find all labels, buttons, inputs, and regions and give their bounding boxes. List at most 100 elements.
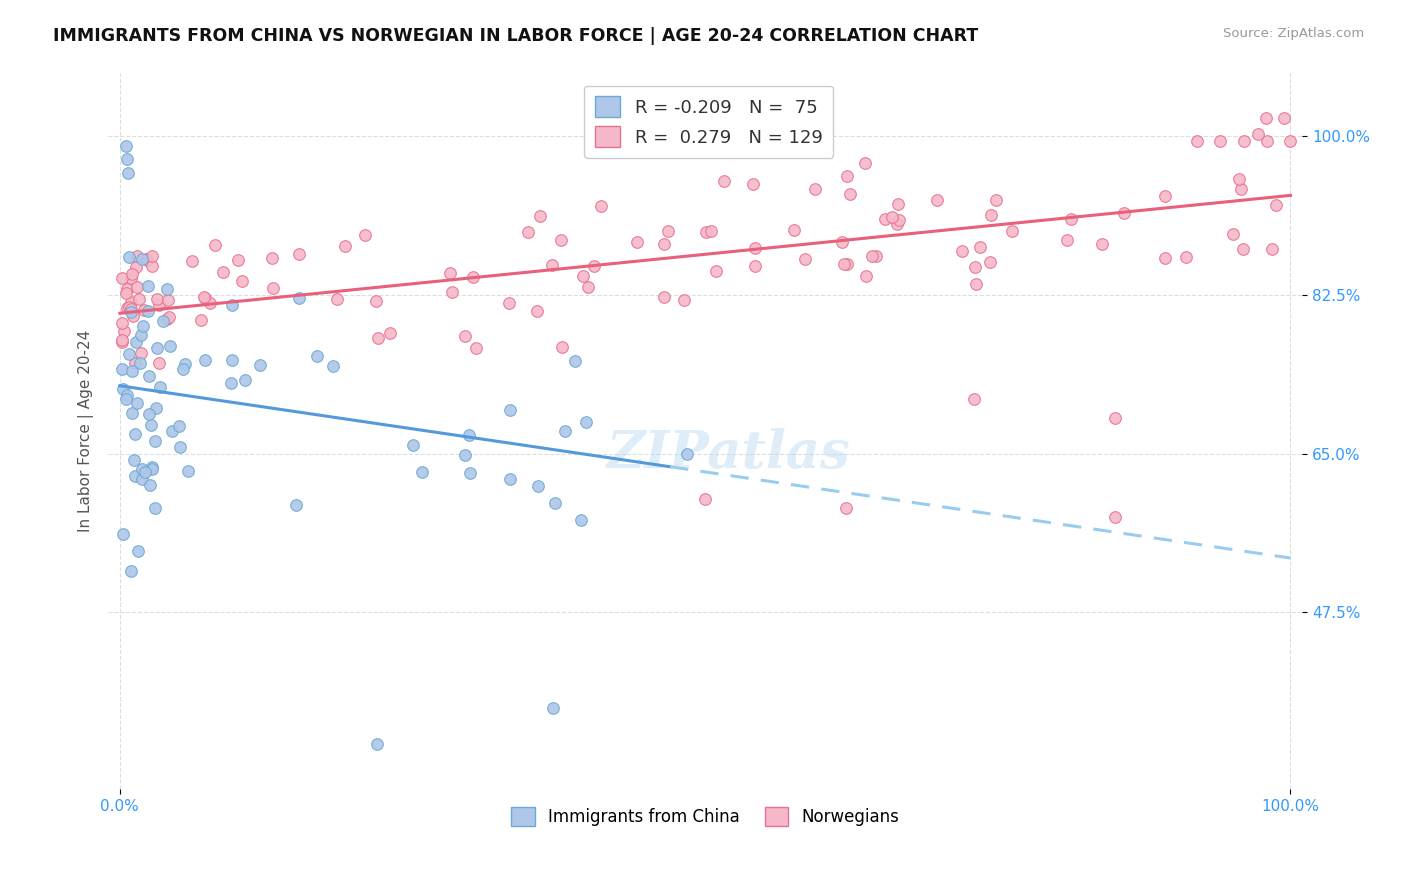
Point [131, 462, 153, 476]
Point [118, 347, 141, 361]
Point [288, 246, 311, 260]
Point [1154, 189, 1177, 203]
Point [219, 376, 242, 391]
Point [145, 292, 167, 306]
Point [322, 359, 344, 373]
Point [134, 465, 156, 479]
Point [1233, 134, 1256, 148]
Point [194, 352, 217, 367]
Point [159, 339, 181, 353]
Point [156, 311, 179, 326]
Point [121, 364, 143, 378]
Point [226, 253, 249, 268]
Point [120, 564, 142, 578]
Point [160, 424, 183, 438]
Point [853, 156, 876, 170]
Point [134, 303, 156, 318]
Point [231, 274, 253, 288]
Point [700, 224, 723, 238]
Point [1185, 134, 1208, 148]
Point [454, 448, 477, 462]
Point [141, 462, 163, 476]
Point [575, 415, 598, 429]
Point [576, 280, 599, 294]
Point [794, 252, 817, 267]
Point [526, 303, 548, 318]
Point [115, 286, 138, 301]
Point [564, 353, 586, 368]
Point [704, 263, 727, 277]
Point [1272, 112, 1295, 126]
Point [111, 361, 134, 376]
Point [135, 253, 157, 268]
Text: Source: ZipAtlas.com: Source: ZipAtlas.com [1223, 27, 1364, 40]
Point [181, 254, 204, 268]
Point [984, 193, 1007, 207]
Point [589, 199, 612, 213]
Point [121, 267, 143, 281]
Point [713, 174, 735, 188]
Point [122, 309, 145, 323]
Point [804, 182, 827, 196]
Point [169, 440, 191, 454]
Point [143, 501, 166, 516]
Point [125, 279, 148, 293]
Point [583, 260, 606, 274]
Point [979, 255, 1001, 269]
Point [454, 329, 477, 343]
Point [366, 293, 388, 308]
Point [673, 293, 696, 308]
Point [1056, 233, 1078, 247]
Point [516, 226, 538, 240]
Point [782, 223, 804, 237]
Point [211, 265, 233, 279]
Text: IMMIGRANTS FROM CHINA VS NORWEGIAN IN LABOR FORCE | AGE 20-24 CORRELATION CHART: IMMIGRANTS FROM CHINA VS NORWEGIAN IN LA… [53, 27, 979, 45]
Point [149, 380, 172, 394]
Point [141, 460, 163, 475]
Point [499, 472, 522, 486]
Point [138, 369, 160, 384]
Point [333, 239, 356, 253]
Point [1153, 252, 1175, 266]
Point [112, 324, 135, 338]
Point [112, 526, 135, 541]
Point [499, 403, 522, 417]
Point [156, 293, 179, 308]
Point [353, 227, 375, 242]
Point [193, 290, 215, 304]
Point [550, 233, 572, 247]
Point [367, 331, 389, 345]
Point [855, 268, 877, 283]
Legend: Immigrants from China, Norwegians: Immigrants from China, Norwegians [503, 798, 907, 835]
Point [141, 259, 163, 273]
Point [120, 302, 142, 317]
Point [114, 392, 136, 406]
Point [141, 417, 163, 432]
Point [148, 298, 170, 312]
Point [1230, 182, 1253, 196]
Point [124, 426, 146, 441]
Point [1104, 510, 1126, 524]
Point [1104, 410, 1126, 425]
Point [1112, 206, 1135, 220]
Point [1247, 127, 1270, 141]
Point [127, 544, 149, 558]
Point [1261, 243, 1284, 257]
Point [135, 252, 157, 267]
Point [139, 477, 162, 491]
Point [835, 257, 858, 271]
Point [125, 335, 148, 350]
Y-axis label: In Labor Force | Age 20-24: In Labor Force | Age 20-24 [79, 330, 94, 533]
Point [156, 282, 179, 296]
Point [527, 479, 550, 493]
Point [657, 224, 679, 238]
Point [1059, 212, 1081, 227]
Point [839, 186, 862, 201]
Point [177, 464, 200, 478]
Point [652, 237, 675, 252]
Point [115, 388, 138, 402]
Point [262, 281, 284, 295]
Point [136, 304, 159, 318]
Point [882, 210, 904, 224]
Point [172, 362, 194, 376]
